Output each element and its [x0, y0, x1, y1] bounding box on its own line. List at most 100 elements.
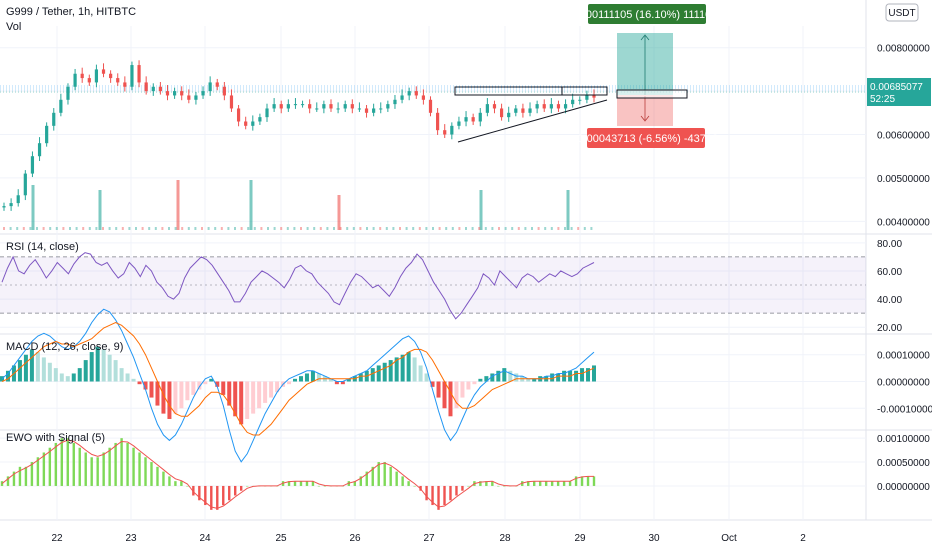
ewo-hist-bar [96, 457, 99, 486]
volume-bar [75, 227, 78, 230]
position-tool[interactable]: 0.00111105 (16.10%) 111105 -0.00043713 (… [574, 4, 718, 148]
macd-hist-bar [209, 378, 214, 382]
ewo-hist-bar [234, 485, 237, 496]
candle-body [201, 91, 205, 96]
ewo-hist-bar [222, 485, 225, 506]
volume-bar [49, 227, 52, 230]
macd-hist-bar [316, 373, 321, 382]
entry-box[interactable] [616, 89, 688, 99]
candle-body [187, 95, 191, 100]
rsi-pane[interactable]: RSI (14, close) [0, 241, 866, 320]
currency-button[interactable]: USDT [885, 3, 919, 22]
candle-body [514, 108, 518, 113]
ewo-hist-bar [389, 466, 392, 486]
ewo-hist-bar [323, 485, 327, 487]
volume-bar [102, 227, 104, 230]
candle-body [592, 95, 596, 98]
candle-body [109, 73, 113, 79]
macd-hist-bar [304, 373, 309, 382]
ewo-hist-bar [479, 481, 482, 486]
time-axis[interactable]: 22 23 24 25 26 27 28 29 30 Oct 2 [51, 533, 806, 544]
candle-body [457, 121, 461, 126]
macd-hist-bar [400, 354, 405, 382]
ewo-hist-bar [144, 457, 147, 486]
ewo-histogram [0, 438, 596, 510]
macd-hist-bar [77, 368, 82, 382]
candle-body [215, 82, 219, 87]
candle-body [286, 104, 290, 109]
candle-body [471, 117, 475, 122]
candle-body [507, 112, 511, 118]
target-label-box [588, 4, 706, 24]
volume-bar [16, 227, 19, 230]
macd-hist-bar [574, 370, 579, 382]
ewo-hist-bar [228, 485, 231, 501]
candle-body [563, 104, 568, 109]
ewo-hist-bar [425, 485, 428, 501]
volume-bar [95, 227, 98, 230]
macd-hist-bar [173, 381, 178, 414]
candle-body [173, 91, 177, 96]
ewo-hist-bar [538, 481, 542, 486]
ewo-hist-bar [30, 462, 34, 486]
time-tick-label: 24 [199, 533, 211, 544]
candle-body [372, 108, 376, 113]
volume-bar [154, 227, 157, 230]
macd-hist-bar [376, 365, 381, 382]
ewo-hist-bar [78, 447, 81, 486]
volume-bar [227, 227, 230, 230]
volume-bar [511, 227, 514, 230]
ewo-hist-bar [42, 452, 46, 486]
price-pane[interactable]: 0.00111105 (16.10%) 111105 -0.00043713 (… [0, 4, 866, 230]
ewo-hist-bar [353, 481, 357, 486]
ewo-hist-bar [371, 466, 374, 486]
ewo-pane[interactable]: EWO with Signal (5) [0, 432, 596, 510]
macd-hist-bar [203, 381, 208, 385]
last-price-countdown: 52:25 [870, 94, 895, 105]
volume-bar [22, 227, 25, 230]
ewo-hist-bar [216, 485, 219, 510]
last-price-tag: 0.00685077 52:25 [867, 78, 931, 106]
macd-hist-bar [149, 381, 154, 398]
ewo-hist-bar [485, 481, 488, 486]
volume-bar [121, 227, 124, 230]
time-tick-label: 22 [51, 533, 63, 544]
macd-pane[interactable]: MACD (12, 26, close, 9) [0, 308, 596, 463]
macd-hist-bar [65, 376, 70, 382]
macd-hist-bar [412, 357, 417, 382]
ewo-hist-bar [48, 447, 52, 486]
macd-hist-bar [269, 381, 274, 398]
ewo-hist-bar [527, 481, 530, 486]
volume-bar [168, 227, 170, 230]
macd-hist-bar [53, 368, 58, 382]
volume-bar [566, 190, 570, 230]
ewo-hist-bar [491, 481, 494, 486]
macd-hist-bar [514, 373, 519, 382]
candle-body [2, 206, 6, 208]
candle-body [350, 104, 354, 109]
rsi-line [1, 252, 595, 320]
ewo-hist-bar [449, 485, 452, 501]
volume-bar [286, 227, 289, 230]
candle-body [94, 69, 99, 83]
macd-hist-bar [251, 381, 256, 414]
pattern-drawings[interactable] [454, 86, 608, 143]
ewo-hist-bar [383, 462, 386, 486]
volume-bar [590, 227, 593, 230]
volume-bar [577, 227, 580, 230]
candle-body [258, 117, 262, 122]
macd-hist-bar [125, 373, 130, 382]
macd-hist-bar [167, 381, 172, 419]
ewo-hist-bar [592, 476, 596, 486]
candle-body [393, 99, 397, 105]
candle-body [571, 99, 575, 105]
pane-separators [0, 0, 932, 521]
volume-bar [249, 180, 253, 230]
svg-text:USDT: USDT [888, 8, 915, 19]
candle-body [556, 104, 561, 109]
volume-bar [405, 227, 408, 230]
ewo-hist-bar [377, 462, 380, 486]
ewo-hist-bar [90, 457, 93, 486]
volume-bar [148, 227, 151, 230]
